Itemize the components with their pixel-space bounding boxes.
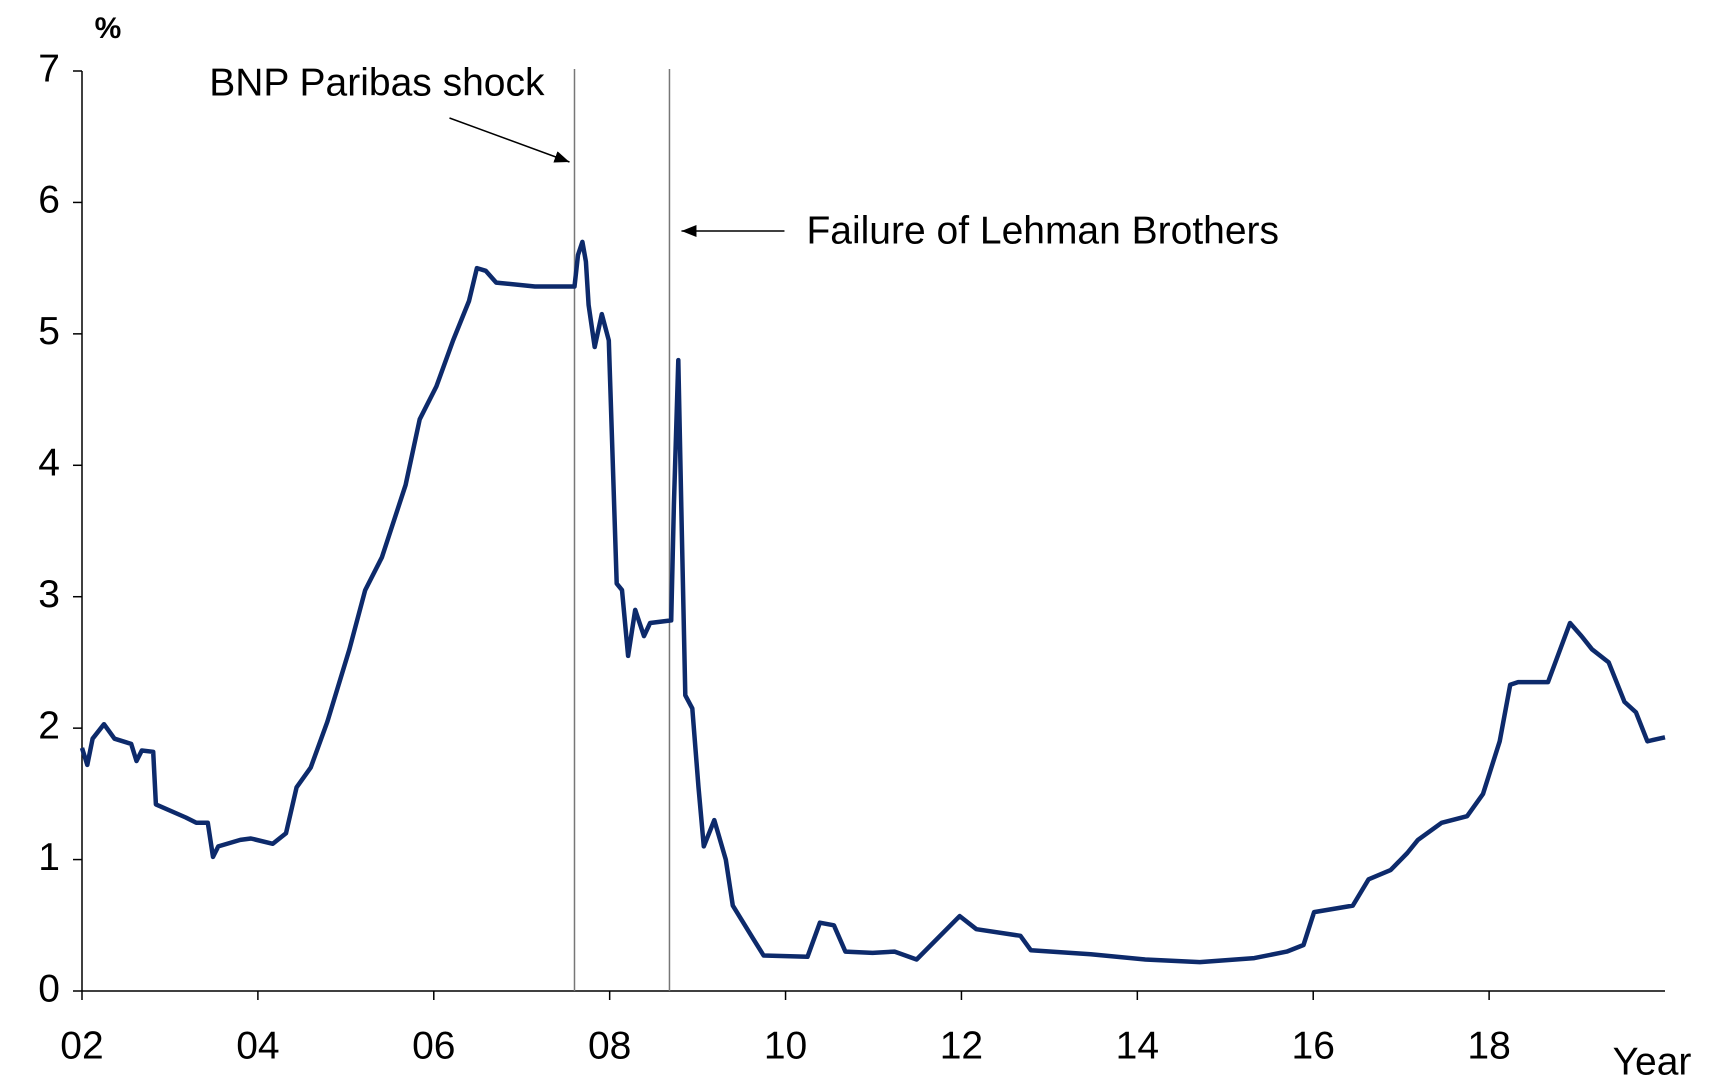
y-tick-label: 1	[38, 836, 60, 879]
annotation: Failure of Lehman Brothers	[806, 209, 1279, 252]
x-tick-label: 06	[412, 1024, 455, 1067]
x-tick-label: 14	[1116, 1024, 1159, 1067]
y-tick-label: 2	[38, 704, 60, 747]
x-tick-label: 04	[236, 1024, 279, 1067]
annotation: BNP Paribas shock	[209, 61, 545, 104]
x-axis-label: Year	[1613, 1040, 1692, 1083]
y-tick-label: 6	[38, 179, 60, 222]
y-tick-label: 3	[38, 573, 60, 616]
x-tick-label: 02	[60, 1024, 103, 1067]
y-tick-label: 4	[38, 442, 60, 485]
x-tick-label: 08	[588, 1024, 631, 1067]
line-series	[79, 239, 1666, 965]
x-tick-label: 10	[764, 1024, 807, 1067]
annotation-arrow	[449, 117, 570, 163]
y-tick-label: 7	[38, 47, 60, 90]
x-tick-label: 16	[1292, 1024, 1335, 1067]
x-tick-label: 18	[1467, 1024, 1510, 1067]
y-tick-label: 5	[38, 310, 60, 353]
y-tick-label: 0	[38, 967, 60, 1010]
x-tick-label: 12	[940, 1024, 983, 1067]
y-axis-label: %	[95, 12, 122, 45]
